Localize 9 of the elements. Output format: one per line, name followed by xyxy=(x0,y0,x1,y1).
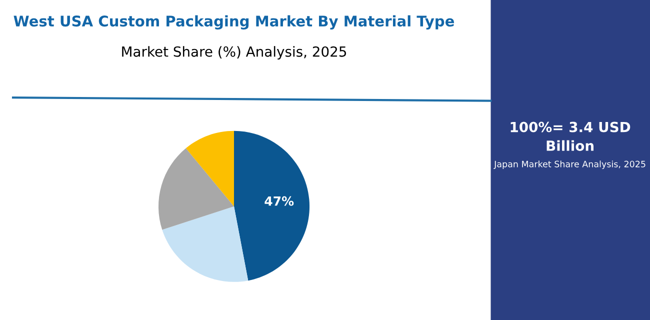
pie-slice xyxy=(234,130,310,281)
chart-subtitle: Market Share (%) Analysis, 2025 xyxy=(122,46,346,60)
pie-slice xyxy=(162,206,248,282)
data-label: 47% xyxy=(264,196,294,206)
pie-slice xyxy=(186,130,234,206)
text: 100%= 3.4 USD Billion xyxy=(510,122,630,151)
chart-title: West USA Custom Packaging Market By Material Type xyxy=(14,15,454,30)
text: Japan Market Share Analysis, 2025 xyxy=(494,160,646,170)
pie-slice xyxy=(158,148,234,230)
